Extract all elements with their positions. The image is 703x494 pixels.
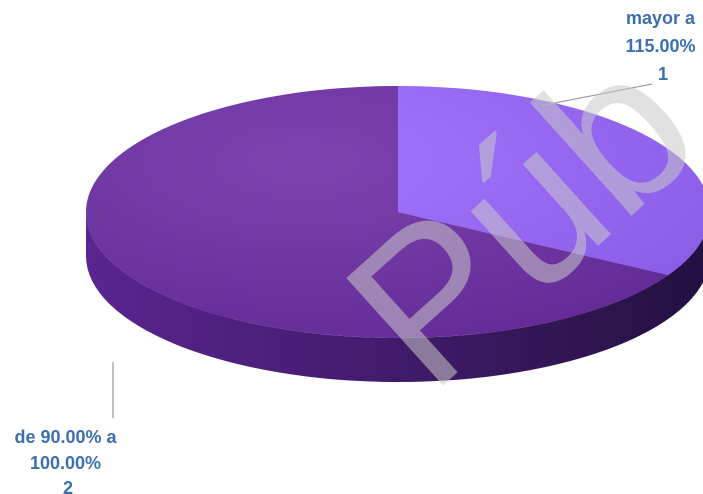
data-label-slice-1: mayor a 115.00% 1 [625, 8, 700, 84]
data-label-slice-2-line2: 100.00% [30, 453, 101, 473]
data-label-slice-1-line1: mayor a [626, 8, 696, 28]
data-label-slice-2: de 90.00% a 100.00% 2 [14, 427, 121, 494]
data-label-slice-2-value: 2 [63, 478, 73, 494]
data-label-slice-1-value: 1 [658, 64, 668, 84]
leader-line-slice-1 [542, 83, 653, 106]
data-label-slice-2-line1: de 90.00% a [14, 427, 117, 447]
pie-side-wall [86, 212, 703, 382]
data-label-slice-1-line2: 115.00% [625, 36, 695, 56]
